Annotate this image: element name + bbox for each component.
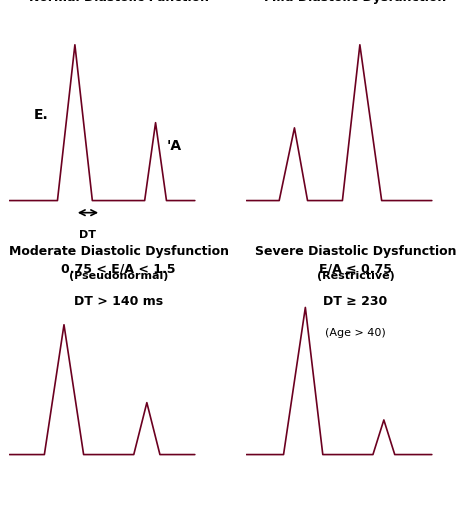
Text: (Restrictive): (Restrictive) [317, 271, 394, 281]
Text: E.: E. [34, 108, 49, 122]
Text: (Age > 40): (Age > 40) [325, 328, 386, 338]
Text: (Pseudonormal): (Pseudonormal) [69, 271, 168, 281]
Text: 'A: 'A [166, 139, 182, 153]
Text: Moderate Diastolic Dуsfunction: Moderate Diastolic Dуsfunction [9, 245, 228, 259]
Text: DT: DT [80, 230, 97, 240]
Text: Mild Diastolic Dуsfunction: Mild Diastolic Dуsfunction [264, 0, 447, 5]
Text: E/A ≤ 0.75: E/A ≤ 0.75 [319, 263, 392, 275]
Text: Severe Diastolic Dysfunction: Severe Diastolic Dysfunction [255, 245, 456, 259]
Text: 0.75 < E/A < 1.5: 0.75 < E/A < 1.5 [61, 263, 176, 275]
Text: Normal Diastolic Function: Normal Diastolic Function [28, 0, 209, 5]
Text: DT > 140 ms: DT > 140 ms [74, 295, 163, 308]
Text: DT ≥ 230: DT ≥ 230 [323, 295, 388, 308]
